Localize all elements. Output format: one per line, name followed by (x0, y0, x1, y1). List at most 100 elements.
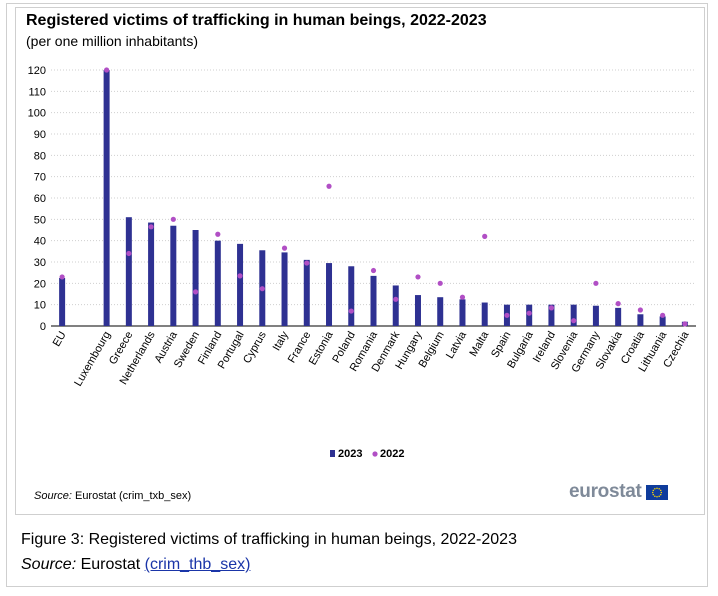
figure-caption: Figure 3: Registered victims of traffick… (21, 531, 517, 548)
dot-2022-germany (593, 280, 599, 286)
bar-2023-italy (281, 252, 288, 326)
chart-title: Registered victims of trafficking in hum… (26, 12, 487, 29)
bar-2023-netherlands (148, 222, 155, 326)
x-axis-ticks: EU LuxembourgGreeceNetherlandsAustriaSwed… (51, 329, 692, 389)
dot-2022-portugal (237, 273, 243, 279)
dot-2022-denmark (393, 296, 399, 302)
chart-source-text: Eurostat (crim_txb_sex) (71, 490, 192, 502)
figure-source-text: Eurostat (76, 556, 145, 573)
bar-2023-germany (592, 305, 599, 326)
bar-2023-greece (125, 217, 132, 326)
dot-2022-poland (348, 308, 354, 314)
x-tick-label: EU (51, 329, 69, 348)
bar-2023-ireland (548, 304, 555, 326)
chart-subtitle: (per one million inhabitants) (26, 33, 198, 49)
y-tick-label: 90 (34, 129, 46, 141)
flag-star (651, 491, 654, 493)
bar-2023-poland (348, 266, 355, 326)
bar-2023-lithuania (659, 316, 666, 326)
dot-2022-croatia (637, 307, 643, 313)
chart: 0 10 20 30 40 50 60 70 80 90 100 110 120 EU Luxembour… (28, 65, 696, 460)
bar-2023-sweden (192, 230, 199, 326)
dot-2022-finland (215, 231, 221, 237)
flag-star (660, 491, 662, 493)
dot-2022-lithuania (660, 312, 666, 318)
dataset-link[interactable]: (crim_thb_sex) (144, 556, 251, 573)
flag-star (655, 486, 658, 489)
legend: 2023 2022 (330, 448, 404, 460)
bar-2023-romania (370, 275, 377, 326)
dot-2022-netherlands (148, 224, 154, 230)
y-tick-label: 50 (34, 214, 46, 226)
bar-2023-latvia (459, 299, 466, 326)
bar-2023-finland (214, 240, 221, 326)
dot-2022-france (304, 260, 310, 266)
flag-star (657, 494, 660, 497)
chart-source-label: Source: (34, 490, 72, 502)
x-tick-label: Italy (271, 329, 292, 353)
dot-2022-luxembourg (104, 67, 110, 73)
figure-box: 0 10 20 30 40 50 60 70 80 90 100 110 120 EU Luxembour… (15, 7, 705, 515)
bar-2023-slovenia (570, 304, 577, 326)
eurostat-logo-text: eurostat (569, 481, 642, 502)
figure-source: Source: Eurostat (crim_thb_sex) (21, 556, 250, 574)
eurostat-logo: eurostat (569, 481, 668, 502)
y-axis-ticks: 0 10 20 30 40 50 60 70 80 90 100 110 120 (28, 65, 46, 333)
bars-2023 (59, 70, 688, 326)
dot-2022-spain (504, 312, 510, 318)
bar-2023-luxembourg (103, 70, 110, 326)
dot-2022-estonia (326, 183, 332, 189)
dot-2022-eu (59, 274, 65, 280)
bar-2023-portugal (237, 243, 244, 326)
bar-2023-hungary (414, 295, 421, 326)
dot-2022-romania (370, 267, 377, 274)
dot-2022-hungary (415, 274, 421, 280)
x-tick-label: Latvia (444, 329, 470, 361)
x-tick-label: Cyprus (241, 329, 269, 366)
dot-2022-malta (482, 233, 488, 239)
dot-2022-cyprus (259, 286, 265, 292)
legend-marker-2023 (330, 450, 335, 457)
dot-2022-greece (126, 250, 132, 257)
dot-2022-slovakia (615, 301, 621, 307)
y-tick-label: 120 (28, 65, 46, 77)
bar-2023-france (303, 259, 310, 326)
flag-star (659, 493, 662, 495)
bar-2023-denmark (392, 285, 399, 326)
dot-2022-czechia (682, 321, 688, 327)
dot-2022-slovenia (571, 318, 577, 324)
flag-star (653, 494, 656, 497)
bar-2023-malta (481, 302, 488, 326)
legend-marker-2022 (372, 451, 378, 457)
y-tick-label: 10 (34, 300, 46, 312)
flag-star (659, 489, 662, 491)
bar-2023-austria (170, 225, 177, 326)
eu-flag-icon (645, 484, 668, 500)
bar-2023-estonia (326, 263, 333, 326)
bar-2023-croatia (637, 314, 644, 326)
y-tick-label: 30 (34, 257, 46, 269)
y-tick-label: 0 (40, 321, 46, 333)
flag-star (653, 487, 656, 490)
legend-label-2022: 2022 (380, 448, 404, 460)
dot-2022-sweden (192, 289, 199, 295)
bar-2023-slovakia (615, 307, 622, 326)
y-tick-label: 60 (34, 193, 46, 205)
dots-2022 (59, 67, 688, 327)
outer-frame: 0 10 20 30 40 50 60 70 80 90 100 110 120 EU Luxembour… (6, 3, 708, 587)
y-tick-label: 40 (34, 236, 46, 248)
bar-2023-eu (59, 278, 66, 326)
legend-label-2023: 2023 (338, 448, 362, 460)
dot-2022-latvia (459, 294, 466, 300)
flag-star (655, 495, 658, 498)
bar-2023-belgium (437, 297, 444, 326)
chart-source: Source: Eurostat (crim_txb_sex) (34, 490, 191, 502)
y-tick-label: 80 (34, 150, 46, 162)
dot-2022-italy (281, 245, 288, 251)
figure-source-label: Source: (21, 556, 77, 573)
flag-star (652, 493, 654, 495)
y-tick-label: 20 (34, 278, 46, 290)
dot-2022-belgium (437, 280, 443, 286)
dot-2022-bulgaria (526, 310, 532, 316)
dot-2022-austria (170, 216, 176, 222)
